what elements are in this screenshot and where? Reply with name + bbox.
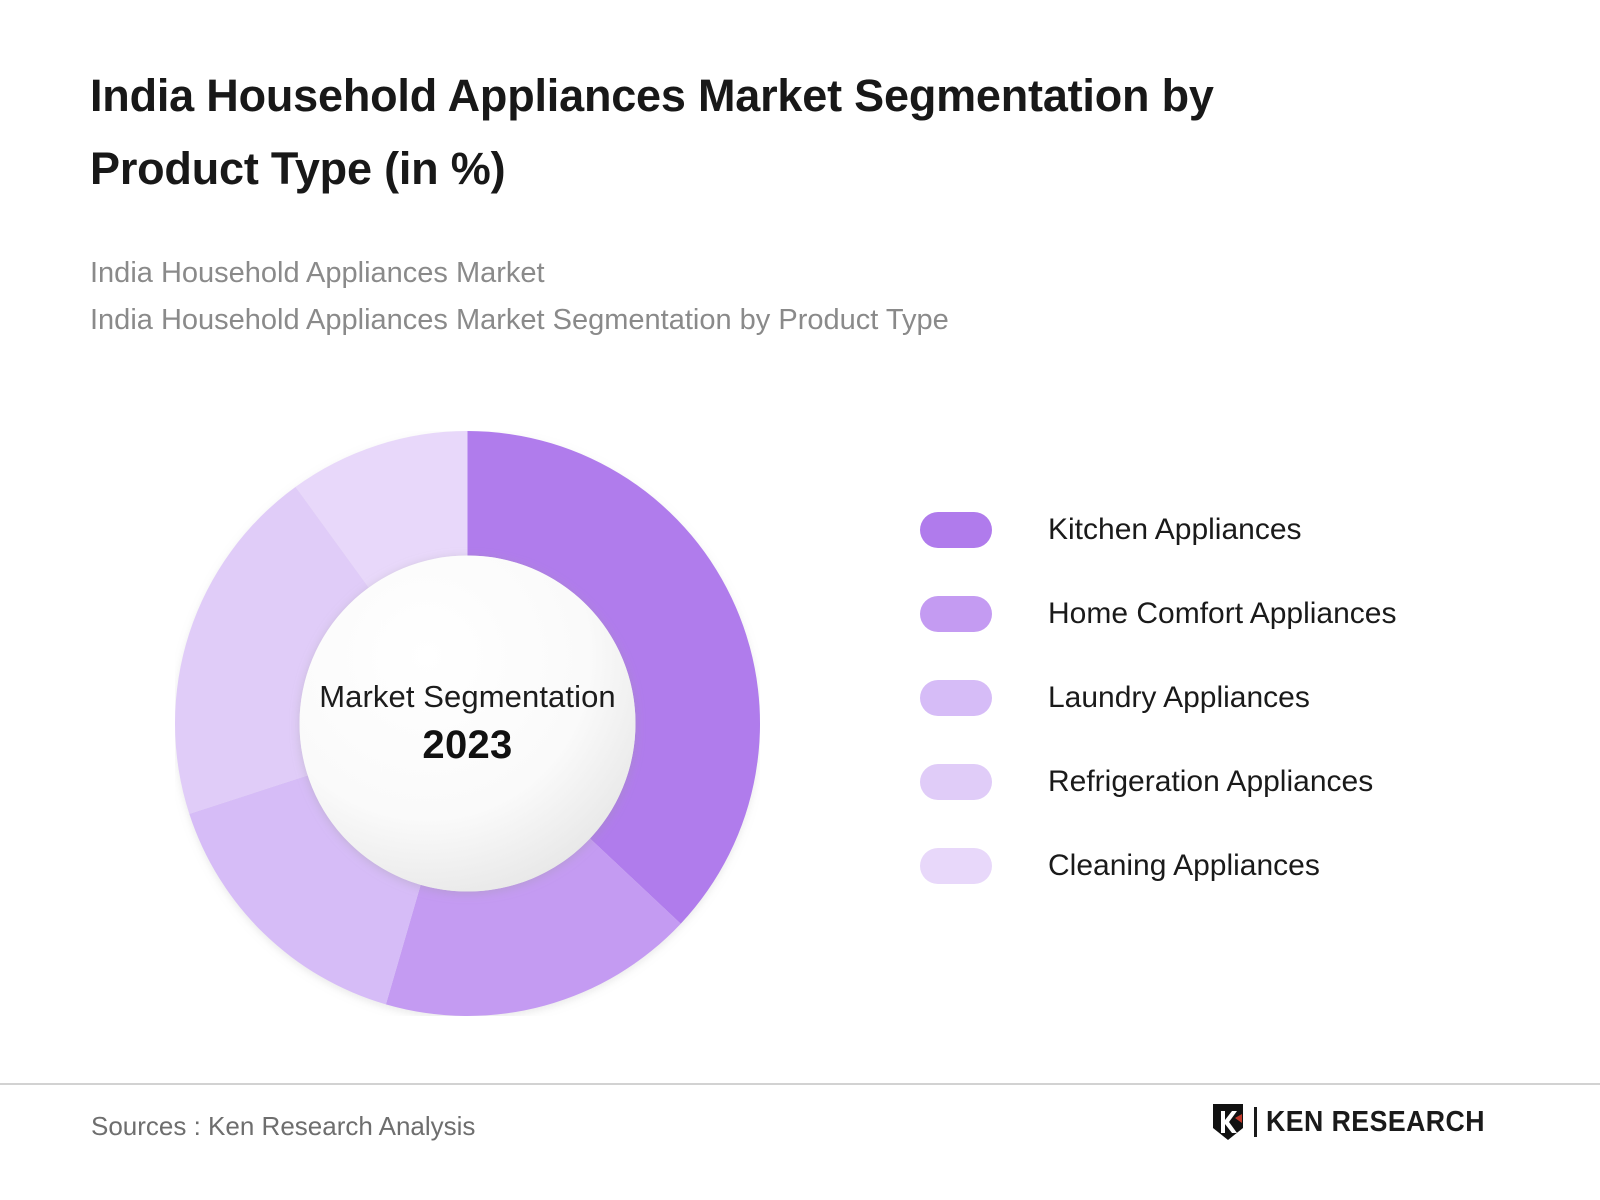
legend-swatch: [920, 764, 992, 800]
legend-item[interactable]: Home Comfort Appliances: [920, 572, 1540, 656]
chart-body: Market Segmentation 2023 Kitchen Applian…: [0, 380, 1600, 1070]
legend-label: Cleaning Appliances: [1048, 849, 1320, 882]
donut-segment-group: [175, 431, 760, 1016]
legend-item[interactable]: Refrigeration Appliances: [920, 740, 1540, 824]
legend-item[interactable]: Kitchen Appliances: [920, 488, 1540, 572]
brand-divider: [1253, 1107, 1257, 1137]
donut-center-hole: [299, 555, 636, 892]
donut-chart: Market Segmentation 2023: [175, 431, 760, 1016]
legend-label: Home Comfort Appliances: [1048, 597, 1397, 630]
subtitle-line-1: India Household Appliances Market: [90, 256, 545, 289]
legend-swatch: [920, 512, 992, 548]
brand-name: KEN RESEARCH: [1265, 1105, 1485, 1138]
donut-segment[interactable]: [175, 486, 369, 814]
legend-label: Laundry Appliances: [1048, 681, 1310, 714]
page-title: India Household Appliances Market Segmen…: [90, 70, 1214, 194]
footer-divider: [0, 1083, 1600, 1085]
donut-segment[interactable]: [295, 431, 468, 588]
legend-label: Kitchen Appliances: [1048, 513, 1302, 546]
brand-logo: KEN RESEARCH: [1211, 1101, 1504, 1143]
legend-item[interactable]: Cleaning Appliances: [920, 824, 1540, 908]
chart-legend: Kitchen Appliances Home Comfort Appliance…: [920, 488, 1540, 908]
ken-research-shield-icon: [1212, 1104, 1243, 1140]
legend-swatch: [920, 848, 992, 884]
chart-footer: Sources : Ken Research Analysis KEN RESE…: [0, 1085, 1600, 1200]
legend-label: Refrigeration Appliances: [1048, 765, 1374, 798]
subtitle-block: India Household Appliances Market India …: [90, 250, 1420, 344]
source-note: Sources : Ken Research Analysis: [91, 1111, 476, 1141]
donut-segment[interactable]: [189, 775, 421, 1005]
legend-item[interactable]: Laundry Appliances: [920, 656, 1540, 740]
donut-segment[interactable]: [385, 838, 681, 1016]
chart-header: India Household Appliances Market Segmen…: [90, 60, 1420, 344]
donut-segment[interactable]: [467, 431, 761, 924]
donut-svg: [175, 431, 760, 1016]
subtitle-line-2: India Household Appliances Market Segmen…: [90, 303, 949, 336]
legend-swatch: [920, 680, 992, 716]
legend-swatch: [920, 596, 992, 632]
